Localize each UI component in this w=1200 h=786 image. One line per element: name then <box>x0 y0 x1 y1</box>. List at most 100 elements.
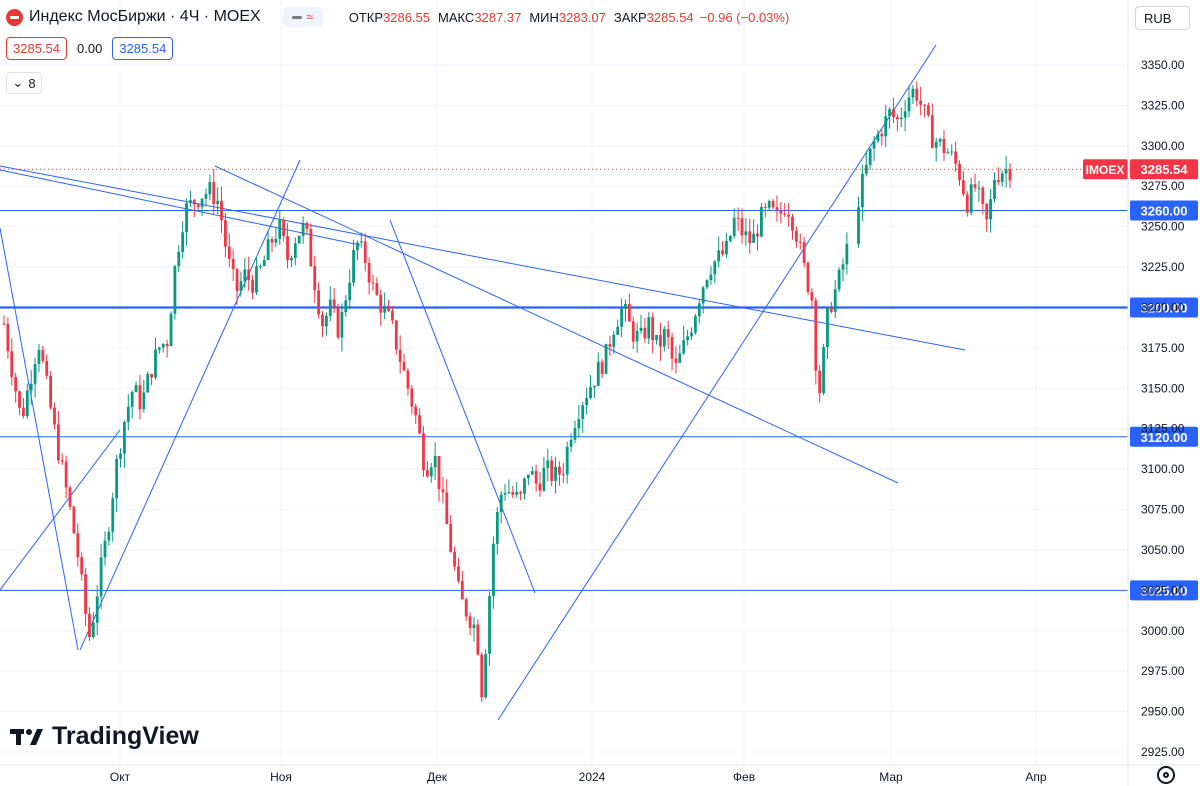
candle-body <box>624 304 627 309</box>
level-label: 3200.00 <box>1141 300 1188 315</box>
candle-body <box>585 398 589 406</box>
candle-body <box>274 238 278 243</box>
time-tick-label: Дек <box>427 770 448 784</box>
price-tick-label: 3100.00 <box>1141 462 1185 476</box>
trend-line[interactable] <box>79 159 301 651</box>
candle-body <box>464 599 468 617</box>
price-axis: 2925.00 2950.00 2975.00 3000.00 3025.00 3050.… <box>1127 0 1185 786</box>
candle-body <box>589 387 592 399</box>
candle-body <box>961 180 965 195</box>
candle-body <box>659 335 662 347</box>
candle-body <box>950 151 954 153</box>
candle-body <box>134 385 138 392</box>
candle-body <box>41 350 45 362</box>
trend-line[interactable] <box>0 165 966 351</box>
price-tick-label: 3325.00 <box>1141 98 1185 112</box>
candle-body <box>783 213 787 215</box>
time-axis: Окт Ноя Дек 2024 Фев Мар Апр <box>0 764 1200 784</box>
low-value: 3283.07 <box>558 9 606 25</box>
candle-body <box>577 419 581 429</box>
candle-body <box>701 287 705 304</box>
symbol-title[interactable]: Индекс МосБиржи · 4Ч · MOEX <box>29 8 261 25</box>
candle-body <box>833 289 837 312</box>
high-label: МАКС <box>438 9 475 25</box>
price-tick-label: 3000.00 <box>1141 624 1185 638</box>
candle-body <box>841 264 845 270</box>
candle-body <box>895 116 899 120</box>
candle-body <box>981 187 985 204</box>
indicators-toggle[interactable]: ⌄ 8 <box>6 72 42 94</box>
candle-body <box>49 375 53 408</box>
candle-body <box>814 300 818 371</box>
candle-body <box>822 346 825 394</box>
candle-body <box>639 327 643 331</box>
candle-body <box>111 498 115 532</box>
candle-body <box>492 543 495 597</box>
candle-body <box>996 179 1000 182</box>
currency-label: RUB <box>1144 10 1172 26</box>
trend-line[interactable] <box>389 219 536 594</box>
trend-line[interactable] <box>0 227 79 651</box>
candle-body <box>119 453 122 459</box>
candle-body <box>717 250 721 262</box>
candle-body <box>301 222 305 236</box>
buy-button[interactable]: 3285.54 <box>112 37 174 60</box>
moex-logo-icon <box>6 8 23 26</box>
candle-body <box>185 203 188 233</box>
quote-row: 3285.54 0.00 3285.54 <box>6 37 174 60</box>
trend-line[interactable] <box>214 165 899 484</box>
candle-body <box>375 283 379 295</box>
candle-body <box>305 222 309 230</box>
candle-body <box>6 323 10 352</box>
candle-body <box>919 100 923 105</box>
candle-body <box>95 596 99 623</box>
candle-body <box>173 266 177 314</box>
candle-body <box>126 406 130 422</box>
candle-body <box>115 458 119 499</box>
legend-toggle-button[interactable]: ≈ <box>282 7 323 27</box>
candle-body <box>317 290 321 315</box>
time-tick-label: Окт <box>110 770 131 784</box>
candle-body <box>868 148 872 165</box>
candle-body <box>965 194 969 213</box>
candle-body <box>367 263 371 283</box>
trend-line[interactable] <box>497 44 937 721</box>
candle-body <box>414 406 418 416</box>
trend-line[interactable] <box>0 429 121 591</box>
candle-body <box>771 201 775 208</box>
candle-body <box>88 613 91 637</box>
currency-selector[interactable]: RUB <box>1135 6 1190 30</box>
candle-body <box>678 353 682 363</box>
candle-body <box>682 340 686 354</box>
trend-line[interactable] <box>0 169 361 246</box>
price-tick-label: 2975.00 <box>1141 664 1185 678</box>
candle-body <box>989 199 992 220</box>
candle-body <box>457 566 460 582</box>
candle-body <box>422 433 425 471</box>
tradingview-logo-icon <box>10 728 43 745</box>
candle-body <box>911 88 915 98</box>
candle-body <box>888 109 891 117</box>
candle-body <box>60 460 64 462</box>
candle-body <box>321 314 324 327</box>
candle-body <box>511 492 515 495</box>
settings-gear-icon[interactable] <box>1157 766 1175 784</box>
candle-body <box>146 373 150 393</box>
candle-body <box>476 624 480 655</box>
sell-button[interactable]: 3285.54 <box>6 37 67 60</box>
candle-body <box>861 173 864 208</box>
candle-body <box>157 347 161 350</box>
candle-body <box>655 335 658 340</box>
time-tick-label: Мар <box>879 770 903 784</box>
candle-body <box>927 105 930 116</box>
candle-body <box>425 470 429 477</box>
candle-body <box>756 233 759 237</box>
candle-body <box>453 551 456 567</box>
candle-body <box>837 269 841 290</box>
candle-body <box>130 391 134 407</box>
candle-body <box>810 292 814 301</box>
candle-body <box>165 343 169 347</box>
candle-body <box>270 239 274 243</box>
candle-body <box>705 280 709 288</box>
